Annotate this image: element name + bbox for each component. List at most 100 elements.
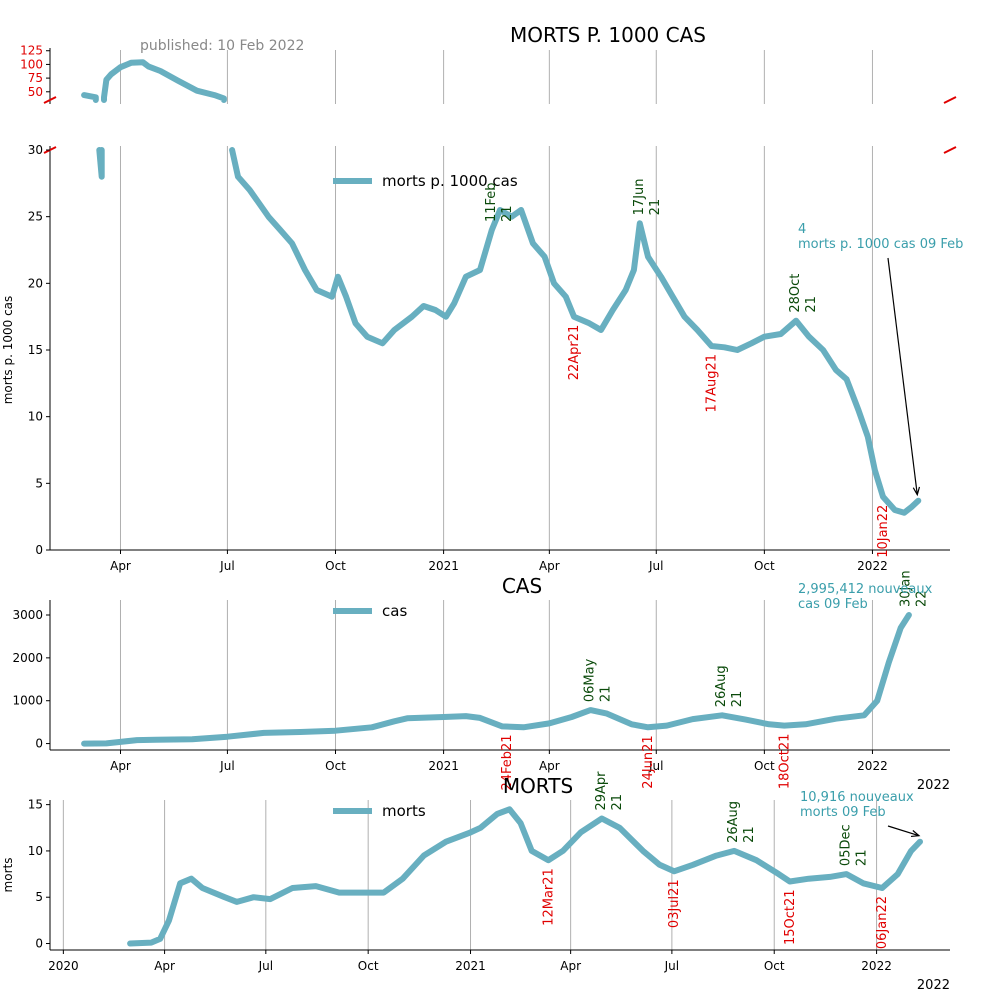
deaths-peak-year: 21 [610,794,625,811]
deaths_per_1000-ytick-label: 15 [28,343,43,357]
deaths-annotation-arrow [887,825,920,837]
deaths-ytick-label: 10 [28,844,43,858]
deaths-ylabel: morts [1,858,15,893]
deaths_per_1000-ytick-label: 100 [20,57,43,71]
cases-ytick-label: 3000 [12,608,43,622]
cases-title: CAS [502,574,542,598]
deaths_per_1000-annotation-arrow [887,257,918,495]
cases-xtick-label: Jul [219,759,234,773]
deaths_per_1000-ytick-label: 0 [35,543,43,557]
deaths_per_1000-ytick-label: 5 [35,476,43,490]
deaths-peak-label: 26Aug [726,801,741,843]
deaths-peak-label: 05Dec [839,824,854,866]
cases-annotation-line1: 2,995,412 nouveaux [798,582,933,597]
cases-ytick-label: 2000 [12,651,43,665]
deaths_per_1000-axis-break-mark [43,96,57,104]
deaths-peak-year: 21 [742,826,757,843]
deaths_per_1000-peak-year: 21 [804,296,819,313]
deaths_per_1000-xtick-label: 2022 [857,559,888,573]
cases-peak-label: 26Aug [714,665,729,707]
deaths-xtick-label: Oct [764,959,785,973]
deaths_per_1000-trough-label: 10Jan22 [876,505,891,558]
cases-peak-label: 30Jan [899,570,914,607]
deaths-xtick-label: Apr [154,959,175,973]
deaths_per_1000-trough-label: 22Apr21 [567,325,582,381]
deaths_per_1000-legend-label: morts p. 1000 cas [382,172,518,190]
cases-peak-label: 06May [582,658,597,702]
deaths-trough-label: 12Mar21 [541,868,556,926]
cases-ytick-label: 1000 [12,694,43,708]
deaths-xtick-label: Apr [560,959,581,973]
cases-trough-label: 24Jun21 [641,735,656,788]
deaths_per_1000-peak-label: 28Oct [788,274,803,313]
deaths_per_1000-ytick-label: 125 [20,44,43,58]
deaths_per_1000-title: MORTS P. 1000 CAS [510,23,706,47]
deaths-xtick-label: 2022 [861,959,892,973]
deaths-ytick-label: 5 [35,890,43,904]
deaths-ytick-label: 0 [35,937,43,951]
cases-annotation-line2: cas 09 Feb [798,597,868,612]
deaths-annotation-arrowhead [910,830,921,838]
deaths-year-label: 2022 [917,978,950,993]
deaths_per_1000-xtick-label: 2021 [428,559,459,573]
deaths_per_1000-trough-label: 17Aug21 [704,354,719,412]
cases-xtick-label: Jul [648,759,663,773]
deaths_per_1000-xtick-label: Jul [219,559,234,573]
deaths_per_1000-ytick-label: 75 [28,71,43,85]
cases-xtick-label: Oct [325,759,346,773]
cases-xtick-label: 2022 [857,759,888,773]
deaths-xtick-label: 2020 [48,959,79,973]
deaths_per_1000-peak-label: 11Feb [484,182,499,222]
cases-peak-year: 22 [915,590,930,607]
deaths-series-line [127,806,923,947]
cases-year-label: 2022 [917,778,950,793]
cases-trough-label: 24Feb21 [500,734,515,790]
deaths-legend-label: morts [382,802,426,820]
deaths-trough-label: 15Oct21 [783,889,798,945]
deaths-xtick-label: Jul [258,959,273,973]
cases-legend-label: cas [382,602,407,620]
cases-xtick-label: Oct [754,759,775,773]
deaths_per_1000-peak-year: 21 [648,199,663,216]
published-label: published: 10 Feb 2022 [140,38,304,54]
deaths_per_1000-annotation-line2: morts p. 1000 cas 09 Feb [798,237,963,252]
deaths_per_1000-peak-label: 17Jun [632,178,647,215]
deaths_per_1000-xtick-label: Apr [539,559,560,573]
deaths-xtick-label: Oct [358,959,379,973]
deaths_per_1000-xtick-label: Jul [648,559,663,573]
deaths_per_1000-xtick-label: Oct [325,559,346,573]
deaths_per_1000-series-line [81,59,922,516]
deaths_per_1000-ytick-label: 30 [28,143,43,157]
deaths-trough-label: 03Jul21 [667,879,682,928]
cases-xtick-label: Apr [110,759,131,773]
cases-series-line [81,612,912,747]
cases-xtick-label: Apr [539,759,560,773]
cases-peak-year: 21 [598,686,613,703]
deaths-annotation-line1: 10,916 nouveaux [800,790,914,805]
deaths-peak-label: 29Apr [594,771,609,811]
deaths_per_1000-ylabel: morts p. 1000 cas [1,296,15,405]
deaths_per_1000-xtick-label: Oct [754,559,775,573]
deaths_per_1000-annotation-arrowhead [912,486,921,497]
deaths-title: MORTS [503,774,573,798]
deaths-xtick-label: Jul [664,959,679,973]
cases-ytick-label: 0 [35,737,43,751]
deaths-annotation-line2: morts 09 Feb [800,805,886,820]
deaths-trough-label: 06Jan22 [875,896,890,949]
deaths_per_1000-ytick-label: 50 [28,85,43,99]
deaths_per_1000-axis-break-mark [943,96,957,104]
deaths_per_1000-ytick-label: 25 [28,210,43,224]
deaths-peak-year: 21 [855,850,870,867]
deaths_per_1000-ytick-label: 20 [28,276,43,290]
deaths_per_1000-xtick-label: Apr [110,559,131,573]
cases-peak-year: 21 [730,691,745,708]
cases-xtick-label: 2021 [428,759,459,773]
deaths_per_1000-annotation-line1: 4 [798,222,806,237]
deaths_per_1000-axis-break-mark [943,146,957,154]
deaths_per_1000-peak-year: 21 [500,205,515,222]
deaths_per_1000-ytick-label: 10 [28,410,43,424]
deaths-xtick-label: 2021 [455,959,486,973]
cases-trough-label: 18Oct21 [777,734,792,790]
deaths-ytick-label: 15 [28,798,43,812]
